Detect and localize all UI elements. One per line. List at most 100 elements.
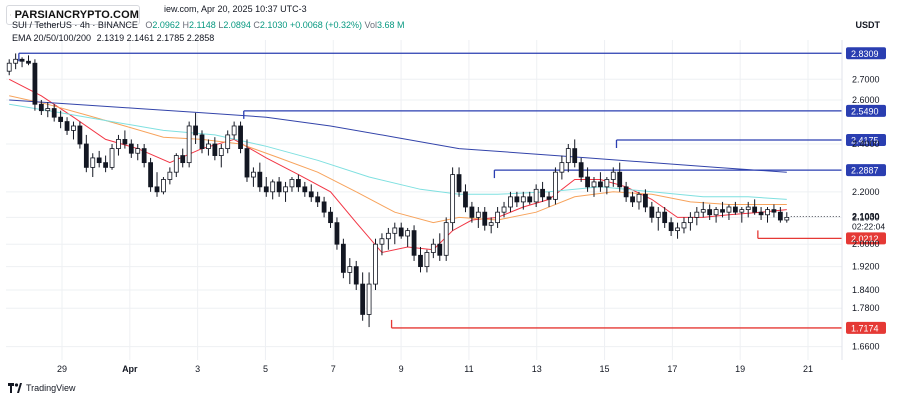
candle[interactable]	[650, 202, 654, 223]
candle[interactable]	[695, 207, 699, 225]
tradingview-branding[interactable]: TradingView	[8, 383, 76, 393]
candle[interactable]	[116, 135, 120, 156]
candle[interactable]	[97, 151, 101, 167]
candle[interactable]	[553, 167, 557, 204]
candle[interactable]	[84, 135, 88, 172]
candle[interactable]	[386, 228, 390, 250]
candle[interactable]	[418, 247, 422, 272]
candle[interactable]	[431, 239, 435, 258]
candle[interactable]	[354, 261, 358, 290]
candle[interactable]	[33, 59, 37, 110]
candle[interactable]	[438, 233, 442, 261]
ema-legend[interactable]: EMA 20/50/100/200 2.1319 2.1461 2.1785 2…	[12, 33, 214, 43]
candle[interactable]	[547, 192, 551, 207]
candle[interactable]	[239, 122, 243, 154]
candle[interactable]	[399, 223, 403, 239]
candle[interactable]	[393, 223, 397, 245]
candle[interactable]	[110, 144, 114, 170]
candle[interactable]	[14, 53, 18, 69]
candle[interactable]	[457, 167, 461, 196]
candle[interactable]	[264, 177, 268, 197]
candle[interactable]	[579, 158, 583, 182]
candle[interactable]	[78, 122, 82, 149]
candle[interactable]	[123, 130, 127, 148]
candle[interactable]	[759, 207, 763, 220]
candle[interactable]	[71, 122, 75, 140]
candle[interactable]	[226, 130, 230, 153]
candle[interactable]	[290, 177, 294, 192]
candle[interactable]	[688, 212, 692, 230]
candle[interactable]	[733, 202, 737, 215]
candle[interactable]	[284, 182, 288, 202]
candle[interactable]	[361, 272, 365, 320]
candle[interactable]	[637, 192, 641, 210]
candle[interactable]	[155, 172, 159, 197]
candle[interactable]	[624, 182, 628, 202]
candle[interactable]	[785, 212, 789, 222]
candle[interactable]	[663, 207, 667, 228]
candle[interactable]	[766, 207, 770, 223]
candle[interactable]	[136, 144, 140, 160]
candle[interactable]	[508, 192, 512, 212]
candle[interactable]	[104, 156, 108, 173]
candle[interactable]	[483, 207, 487, 231]
candle[interactable]	[631, 192, 635, 207]
candle[interactable]	[316, 192, 320, 207]
candle[interactable]	[181, 149, 185, 168]
candle[interactable]	[753, 199, 757, 214]
candle[interactable]	[258, 163, 262, 192]
candle[interactable]	[329, 207, 333, 228]
candle[interactable]	[161, 177, 165, 194]
candle[interactable]	[367, 272, 371, 327]
candle[interactable]	[232, 122, 236, 140]
candle[interactable]	[219, 144, 223, 167]
candle[interactable]	[656, 207, 660, 231]
candle[interactable]	[348, 258, 352, 284]
candle[interactable]	[7, 59, 11, 75]
candle[interactable]	[515, 192, 519, 207]
candle[interactable]	[168, 167, 172, 184]
candle[interactable]	[496, 207, 500, 228]
candle[interactable]	[451, 167, 455, 230]
candle[interactable]	[251, 167, 255, 186]
candle[interactable]	[309, 184, 313, 202]
candle[interactable]	[701, 202, 705, 217]
candle[interactable]	[676, 223, 680, 239]
candle[interactable]	[425, 250, 429, 273]
candle[interactable]	[277, 177, 281, 197]
candle[interactable]	[528, 192, 532, 205]
candle[interactable]	[149, 158, 153, 192]
candle[interactable]	[322, 197, 326, 218]
candle[interactable]	[643, 189, 647, 212]
candle[interactable]	[778, 207, 782, 223]
candle[interactable]	[142, 144, 146, 167]
candle[interactable]	[335, 217, 339, 249]
candle[interactable]	[560, 156, 564, 180]
candle[interactable]	[772, 204, 776, 217]
candle[interactable]	[598, 172, 602, 192]
currency-label[interactable]: USDT	[856, 20, 881, 30]
symbol-legend[interactable]: SUI / TetherUS · 4h · BINANCE O2.0962 H2…	[12, 20, 405, 30]
candle[interactable]	[91, 153, 95, 177]
candle[interactable]	[463, 184, 467, 212]
candle[interactable]	[412, 225, 416, 261]
candle[interactable]	[206, 139, 210, 155]
candle[interactable]	[296, 175, 300, 192]
candle[interactable]	[566, 144, 570, 172]
candle[interactable]	[618, 163, 622, 192]
candle[interactable]	[174, 153, 178, 177]
candle[interactable]	[682, 217, 686, 233]
candle[interactable]	[65, 117, 69, 135]
candle[interactable]	[271, 179, 275, 199]
candle[interactable]	[714, 207, 718, 223]
candle[interactable]	[303, 182, 307, 197]
candle[interactable]	[444, 217, 448, 261]
candle[interactable]	[26, 55, 30, 65]
candle[interactable]	[541, 182, 545, 202]
candle[interactable]	[20, 57, 24, 67]
candle[interactable]	[476, 207, 480, 228]
candle[interactable]	[341, 239, 345, 278]
candle[interactable]	[187, 122, 191, 168]
candle[interactable]	[374, 239, 378, 290]
